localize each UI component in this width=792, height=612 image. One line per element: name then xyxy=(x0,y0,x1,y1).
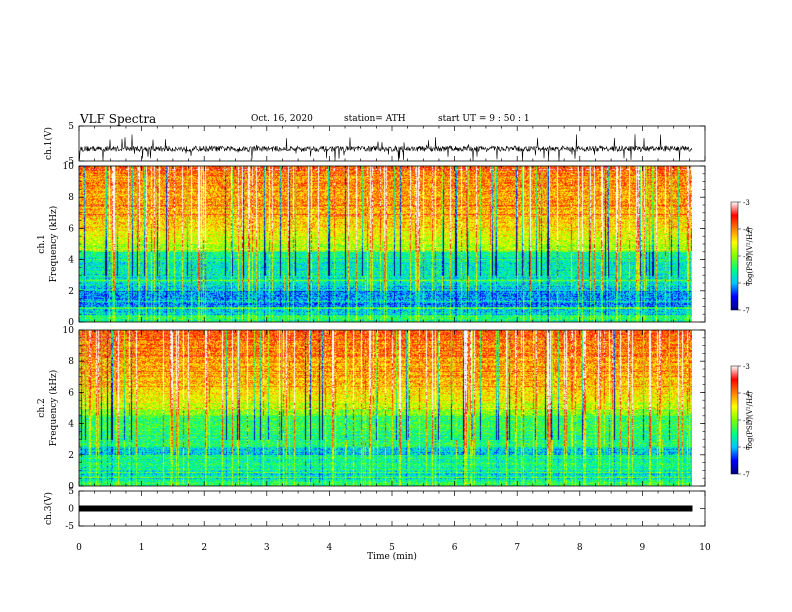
chart-title: VLF Spectra xyxy=(80,112,157,126)
ch1-ytick-label: -5 xyxy=(65,157,74,167)
xtick-label: 9 xyxy=(640,543,646,553)
ch2-spec-cb-tick-label: -6 xyxy=(743,444,750,452)
ch3-ytick-label: 0 xyxy=(68,505,74,515)
xtick-label: 5 xyxy=(389,543,395,553)
xtick-label: 1 xyxy=(139,543,145,553)
station-label: station= ATH xyxy=(344,114,406,124)
ch1-spec-ylabel-2: Frequency (kHz) xyxy=(48,206,59,283)
ch2-spec-ytick-label: 4 xyxy=(68,420,74,430)
ch2-spec-cb-tick-label: -3 xyxy=(743,363,750,371)
ch1-spec-ytick-label: 6 xyxy=(68,224,74,234)
ch2-spec-colorbar xyxy=(730,365,739,475)
ch1-spec-cb-tick-label: -7 xyxy=(743,307,750,315)
ch2-spec-ytick-label: 6 xyxy=(68,388,74,398)
ch1-spectrogram-heatmap xyxy=(79,166,692,322)
ch2-spec-ylabel-1: ch.2 xyxy=(37,398,47,417)
x-axis-label: Time (min) xyxy=(367,551,417,562)
xtick-label: 0 xyxy=(76,543,82,553)
xtick-label: 4 xyxy=(327,543,333,553)
ch1-waveform-line xyxy=(78,134,693,162)
ch3-waveform-line xyxy=(79,505,693,512)
ch2-spec-cb-tick-label: -5 xyxy=(743,417,750,425)
ch2-spec-ytick-label: 8 xyxy=(68,357,74,367)
ch1-spec-cb-tick-label: -4 xyxy=(743,226,750,234)
xtick-label: 3 xyxy=(264,543,270,553)
panel-frame-w1 xyxy=(78,125,706,162)
ch1-spec-cb-tick-label: -3 xyxy=(743,199,750,207)
ch2-spec-cb-tick-label: -4 xyxy=(743,390,750,398)
ch1-spec-ytick-label: 10 xyxy=(63,162,75,172)
ch2-spec-cb-tick-label: -7 xyxy=(743,471,750,479)
ch1-ylabel: ch.1(V) xyxy=(43,127,54,160)
ch2-spec-cb-label: log(PSD)(V²/Hz) xyxy=(746,391,754,448)
ch1-spec-ytick-label: 2 xyxy=(68,287,74,297)
xtick-label: 7 xyxy=(514,543,520,553)
ch2-spec-ytick-label: 0 xyxy=(68,482,74,492)
xtick-label: 6 xyxy=(452,543,458,553)
ch2-spec-ytick-label: 10 xyxy=(63,326,75,336)
date-label: Oct. 16, 2020 xyxy=(251,114,313,124)
ch1-spec-colorbar xyxy=(730,201,739,311)
ch1-spec-cb-label: log(PSD)(V²/Hz) xyxy=(746,227,754,284)
xtick-label: 8 xyxy=(577,543,583,553)
ch2-spec-ylabel-2: Frequency (kHz) xyxy=(48,370,59,447)
ch2-spectrogram-heatmap xyxy=(79,330,692,486)
ch1-spec-ytick-label: 4 xyxy=(68,256,74,266)
ch1-spec-ytick-label: 8 xyxy=(68,193,74,203)
xtick-label: 2 xyxy=(201,543,207,553)
ch1-spec-cb-tick-label: -5 xyxy=(743,253,750,261)
ch3-ytick-label: -5 xyxy=(65,522,74,532)
start-time-label: start UT = 9 : 50 : 1 xyxy=(438,114,530,124)
ch1-ytick-label: 5 xyxy=(68,122,74,132)
ch2-spec-ytick-label: 2 xyxy=(68,451,74,461)
ch1-spec-cb-tick-label: -6 xyxy=(743,280,750,288)
ch1-spec-ylabel-1: ch.1 xyxy=(37,234,47,253)
xtick-label: 10 xyxy=(699,543,711,553)
ch1-spec-ytick-label: 0 xyxy=(68,318,74,328)
ch3-ytick-label: 5 xyxy=(68,487,74,497)
ch3-ylabel: ch.3(V) xyxy=(43,492,54,525)
